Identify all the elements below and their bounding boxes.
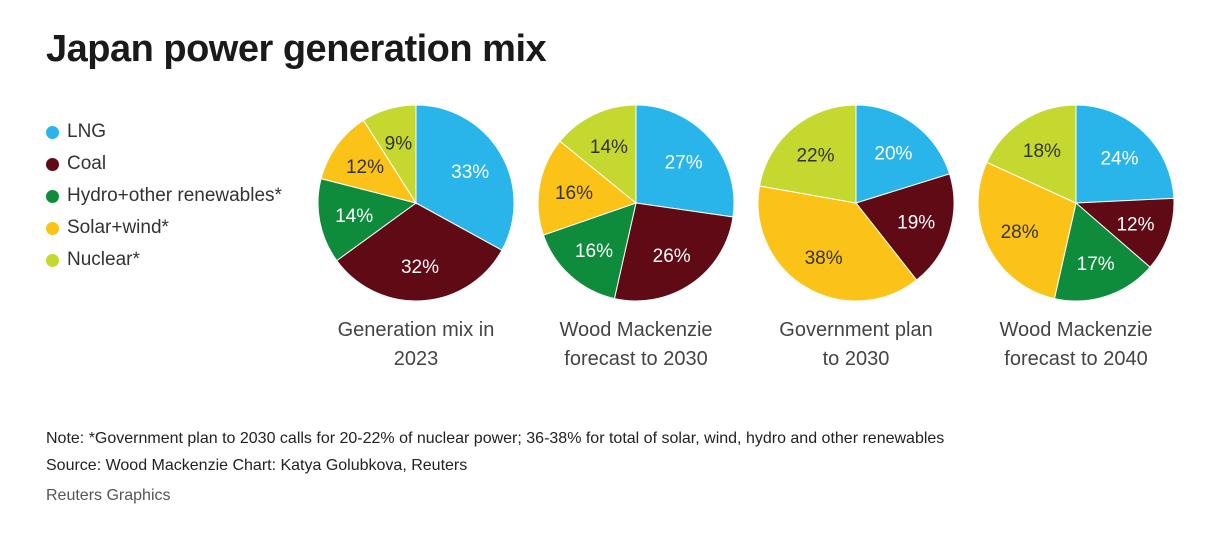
legend-swatch-coal xyxy=(46,157,59,171)
pie-4-slice-lng xyxy=(1075,104,1175,204)
legend-label-lng: LNG xyxy=(67,121,107,142)
legend-item-lng: LNG xyxy=(46,116,316,148)
legend-swatch-hydro xyxy=(46,189,59,203)
pie-caption-4-line-1: Wood Mackenzie xyxy=(999,319,1153,341)
pie-chart-2: 27% 26% 16% 16% 14% xyxy=(537,104,735,302)
legend-swatch-lng xyxy=(46,125,59,139)
pie-chart-3: 20% 19% 38% 22% xyxy=(757,104,955,302)
credit-text: Reuters Graphics xyxy=(46,487,171,504)
pie-caption-4: Wood Mackenzie forecast to 2040 xyxy=(966,316,1186,374)
chart-title: Japan power generation mix xyxy=(46,28,547,70)
pie-caption-4-line-2: forecast to 2040 xyxy=(1004,348,1148,370)
source-text: Source: Wood Mackenzie Chart: Katya Golu… xyxy=(46,457,468,474)
pie-4-slice-hydro-other-renewables xyxy=(1053,202,1151,302)
pie-1-slice-lng xyxy=(415,104,515,251)
pie-1-slice-hydro-other-renewables xyxy=(317,178,418,262)
legend-item-solar: Solar+wind* xyxy=(46,212,316,244)
pie-3-label-coal: 19% xyxy=(897,213,935,234)
pie-2-label-nuclear: 14% xyxy=(590,137,628,158)
pie-3-label-solar-wind: 38% xyxy=(805,248,843,269)
legend-item-nuclear: Nuclear* xyxy=(46,244,316,276)
legend-swatch-solar xyxy=(46,221,59,235)
pie-1-label-solar-wind: 12% xyxy=(346,157,384,178)
pie-1-label-lng: 33% xyxy=(451,162,489,183)
legend-label-hydro: Hydro+other renewables* xyxy=(67,185,282,206)
legend-label-solar: Solar+wind* xyxy=(67,217,169,238)
pie-chart-1: 33% 32% 14% 12%9% xyxy=(317,104,515,302)
pie-3-label-nuclear: 22% xyxy=(796,146,834,167)
legend-swatch-nuclear xyxy=(46,253,59,267)
pie-chart-4: 24% 12%17% 28% 18% xyxy=(977,104,1175,302)
pie-2-slice-coal xyxy=(613,202,734,302)
pie-4-label-hydro-other-renewables: 17% xyxy=(1077,254,1115,275)
pie-4-slice-nuclear xyxy=(986,104,1077,204)
pie-4-label-solar-wind: 28% xyxy=(1001,222,1039,243)
pie-caption-3: Government plan to 2030 xyxy=(746,316,966,374)
pie-4-label-coal: 12% xyxy=(1116,215,1154,236)
pie-2-label-solar-wind: 16% xyxy=(555,183,593,204)
pie-caption-3-line-1: Government plan xyxy=(779,319,933,341)
pie-2-label-coal: 26% xyxy=(653,246,691,267)
legend-item-hydro: Hydro+other renewables* xyxy=(46,180,316,212)
footnotes: Note: *Government plan to 2030 calls for… xyxy=(46,425,944,479)
pie-2-label-lng: 27% xyxy=(665,153,703,174)
note-text: Note: *Government plan to 2030 calls for… xyxy=(46,430,945,447)
pie-4-label-lng: 24% xyxy=(1100,148,1138,169)
pie-1-label-coal: 32% xyxy=(401,257,439,278)
pie-1-slice-solar-wind xyxy=(320,119,418,204)
pie-caption-2-line-2: forecast to 2030 xyxy=(564,348,708,370)
pie-2-slice-hydro-other-renewables xyxy=(542,202,637,300)
pie-1-label-hydro-other-renewables: 14% xyxy=(335,206,373,227)
pie-charts: 33%32%14%12%9%27%26%16%16%14% 20%19%38%22… xyxy=(317,104,1175,302)
pie-3-slice-solar-wind xyxy=(757,185,918,302)
pie-caption-1-line-1: Generation mix in xyxy=(337,319,495,341)
pie-1-slice-coal xyxy=(336,202,503,302)
pie-caption-1: Generation mix in 2023 xyxy=(306,316,526,374)
pie-4-label-nuclear: 18% xyxy=(1023,141,1061,162)
pie-1-label-nuclear: 9% xyxy=(385,134,413,155)
pie-2-label-hydro-other-renewables: 16% xyxy=(575,241,613,262)
pie-caption-3-line-2: to 2030 xyxy=(822,348,890,370)
pie-3-slice-lng xyxy=(855,104,951,204)
pie-4-slice-solar-wind xyxy=(977,161,1077,300)
pie-3-slice-nuclear xyxy=(758,104,857,204)
pie-caption-1-line-2: 2023 xyxy=(393,348,439,370)
pie-4-slice-coal xyxy=(1074,197,1175,268)
pie-2-slice-nuclear xyxy=(559,104,637,205)
legend-label-coal: Coal xyxy=(67,153,107,174)
pie-2-slice-lng xyxy=(635,104,735,218)
pie-1-slice-nuclear xyxy=(362,104,417,205)
pie-caption-2-line-1: Wood Mackenzie xyxy=(559,319,713,341)
pie-2-slice-solar-wind xyxy=(537,140,638,236)
legend-label-nuclear: Nuclear* xyxy=(67,249,140,270)
pie-3-label-lng: 20% xyxy=(874,143,912,164)
pie-caption-2: Wood Mackenzie forecast to 2030 xyxy=(526,316,746,374)
pie-3-slice-coal xyxy=(855,173,955,281)
legend-item-coal: Coal xyxy=(46,148,316,180)
legend: LNG Coal Hydro+other renewables* Solar+w… xyxy=(46,116,316,276)
